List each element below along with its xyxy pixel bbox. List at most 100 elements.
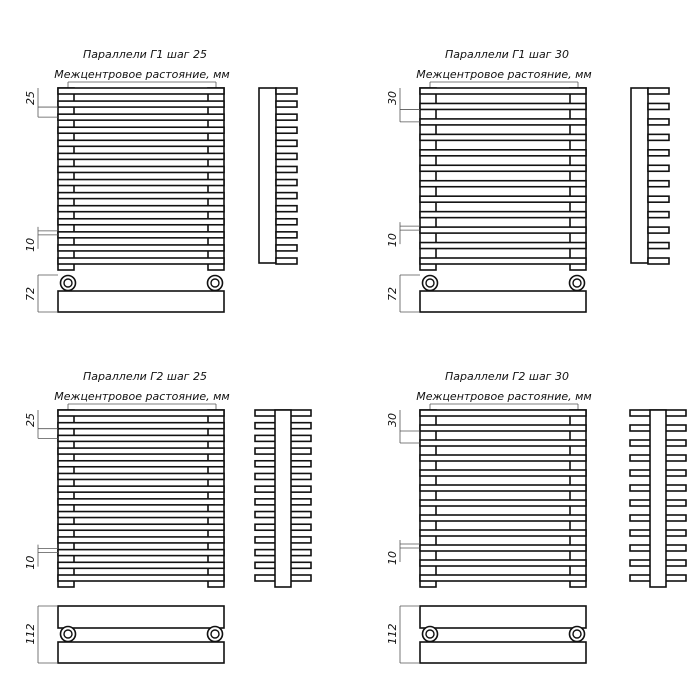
pipe-connection-inner <box>210 278 220 288</box>
radiator-bar <box>419 409 587 417</box>
pipe-connection-inner <box>572 278 582 288</box>
radiator-bar <box>419 454 587 462</box>
side-view-fin <box>647 87 670 95</box>
radiator-bar <box>419 574 587 582</box>
radiator-bar <box>57 561 225 570</box>
radiator-bar <box>419 226 587 234</box>
radiator-bar <box>57 472 225 481</box>
radiator-bar <box>419 469 587 477</box>
radiator-bar <box>57 523 225 532</box>
radiator-bar <box>419 559 587 567</box>
panel-title: Параллели Г1 шаг 30 <box>445 48 569 61</box>
side-view-fin <box>647 226 670 234</box>
radiator-bar <box>57 244 225 252</box>
side-view-fin <box>647 133 670 142</box>
radiator-bar <box>57 257 225 265</box>
radiator-bar <box>57 191 225 200</box>
pitch-dimension: 25 <box>24 413 37 427</box>
radiator-bar <box>57 459 225 468</box>
radiator-bar <box>57 574 225 582</box>
depth-dimension: 72 <box>386 287 399 301</box>
gap-dimension: 10 <box>386 551 399 565</box>
side-view-fin <box>275 139 298 148</box>
center-distance-label: Межцентровое растояние, мм <box>54 390 229 403</box>
radiator-panel: Параллели Г1 шаг 25 Межцентровое растояни… <box>24 48 298 313</box>
depth-dimension: 112 <box>386 624 399 645</box>
side-view-collector <box>274 409 292 588</box>
side-view-fin <box>647 257 670 265</box>
radiator-bar <box>419 514 587 522</box>
side-view-fin <box>275 191 298 200</box>
gap-dimension: 10 <box>24 556 37 570</box>
side-view-collector <box>258 87 277 264</box>
side-view-fin <box>275 113 298 121</box>
radiator-bar <box>57 447 225 455</box>
bottom-view-back <box>57 641 225 664</box>
radiator-bar <box>419 424 587 432</box>
side-view-fin <box>275 165 298 174</box>
side-view-fin <box>275 204 298 213</box>
panel-title: Параллели Г1 шаг 25 <box>83 48 207 61</box>
radiator-panel: Параллели Г2 шаг 25 Межцентровое растояни… <box>24 370 312 664</box>
radiator-bar <box>419 499 587 507</box>
radiator-bar <box>419 484 587 492</box>
bottom-view-front <box>57 605 225 629</box>
pipe-connection-inner <box>425 629 435 639</box>
radiator-bar <box>57 548 225 557</box>
side-view-collector <box>649 409 667 588</box>
side-view-collector <box>630 87 649 264</box>
radiator-bar <box>57 126 225 135</box>
radiator-panel: Параллели Г2 шаг 30 Межцентровое растояни… <box>386 370 687 664</box>
side-view-fin <box>647 164 670 173</box>
radiator-bar <box>419 149 587 157</box>
radiator-bar <box>419 133 587 142</box>
side-view-fin <box>275 152 298 161</box>
radiator-bar <box>57 510 225 519</box>
side-view-fin <box>647 241 670 250</box>
radiator-bar <box>57 113 225 121</box>
radiator-bar <box>57 217 225 226</box>
gap-dimension: 10 <box>24 238 37 252</box>
side-view-fin <box>647 102 670 111</box>
center-distance-label: Межцентровое растояние, мм <box>54 68 229 81</box>
side-view-fin <box>275 244 298 252</box>
center-distance-label: Межцентровое растояние, мм <box>416 68 591 81</box>
side-view-fin <box>647 149 670 157</box>
radiator-bar <box>57 485 225 493</box>
pipe-connection-inner <box>63 629 73 639</box>
radiator-bar <box>419 118 587 126</box>
bottom-view-front <box>419 605 587 629</box>
radiator-bar <box>419 164 587 173</box>
radiator-bar <box>57 536 225 544</box>
pipe-connection-inner <box>63 278 73 288</box>
side-view-fin <box>275 217 298 226</box>
center-distance-label: Межцентровое растояние, мм <box>416 390 591 403</box>
panel-title: Параллели Г2 шаг 25 <box>83 370 207 383</box>
radiator-bar <box>419 87 587 95</box>
pitch-dimension: 25 <box>24 91 37 105</box>
radiator-bar <box>57 178 225 187</box>
radiator-bar <box>57 421 225 430</box>
radiator-bar <box>419 439 587 447</box>
radiator-bar <box>419 529 587 537</box>
gap-dimension: 10 <box>386 233 399 247</box>
pitch-dimension: 30 <box>386 413 399 427</box>
radiator-bar <box>57 204 225 213</box>
radiator-bar <box>419 544 587 552</box>
radiator-bar <box>57 409 225 417</box>
radiator-bar <box>419 195 587 203</box>
radiator-bar <box>57 434 225 443</box>
radiator-bar <box>57 231 225 239</box>
bottom-view-back <box>419 641 587 664</box>
pipe-connection-inner <box>210 629 220 639</box>
side-view-fin <box>647 179 670 188</box>
radiator-bar <box>419 257 587 265</box>
radiator-bar <box>419 102 587 111</box>
radiator-bar <box>419 241 587 250</box>
side-view-fin <box>647 118 670 126</box>
side-view-fin <box>275 100 298 108</box>
side-view-fin <box>647 195 670 203</box>
side-view-fin <box>275 231 298 239</box>
radiator-panel: Параллели Г1 шаг 30 Межцентровое растояни… <box>386 48 670 313</box>
